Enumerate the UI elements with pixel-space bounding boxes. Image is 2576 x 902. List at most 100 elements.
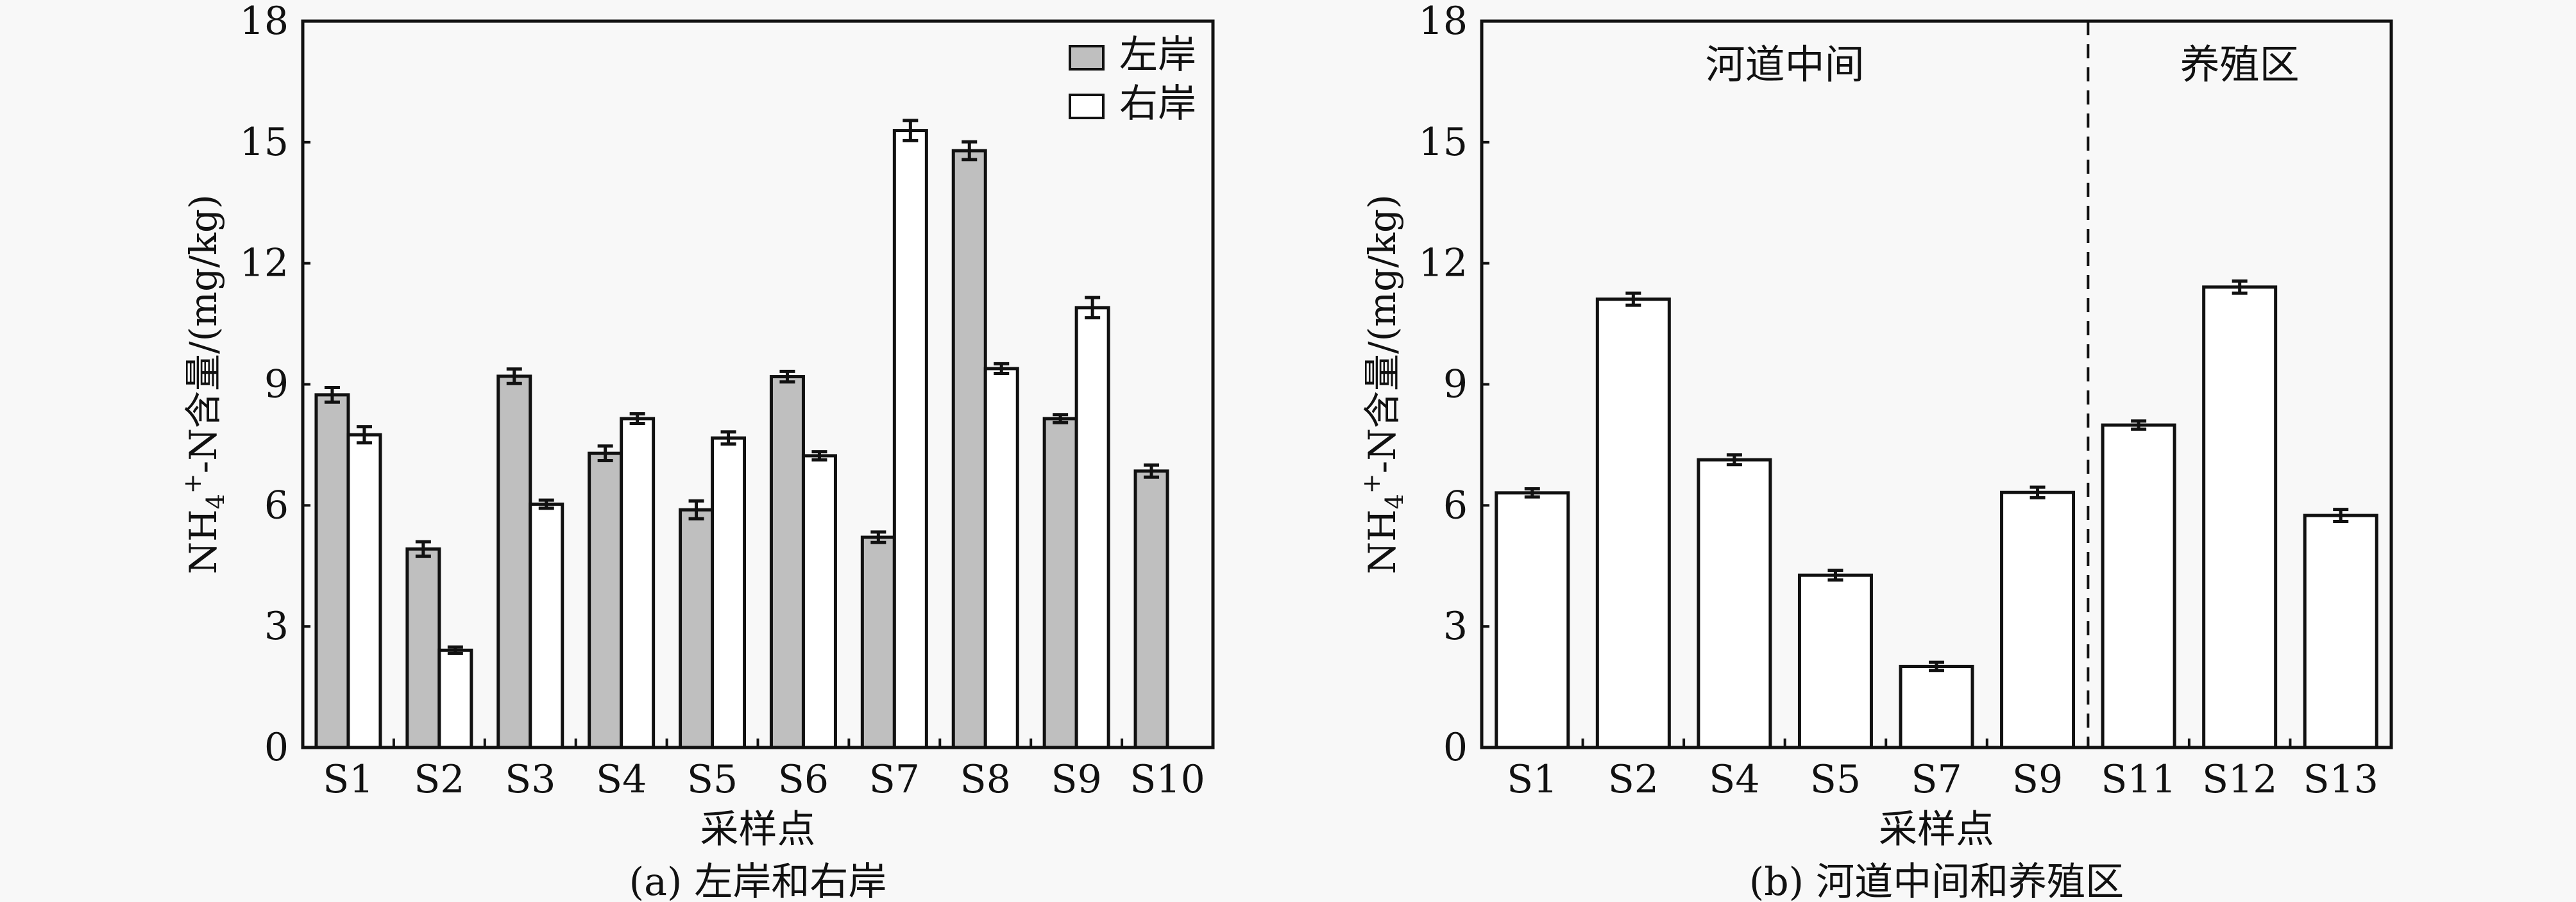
bar — [620, 417, 656, 749]
error-bar — [324, 386, 340, 404]
error-bar — [356, 425, 372, 445]
bar — [769, 375, 805, 749]
bar — [801, 454, 837, 749]
bar — [588, 451, 623, 749]
y-axis-label: NH4+-N含量/(mg/kg) — [1357, 194, 1409, 574]
x-tick-label: S1 — [1507, 757, 1557, 802]
x-tick-label: S7 — [1911, 757, 1962, 802]
error-bar — [1726, 453, 1742, 467]
y-tick-label: 0 — [264, 725, 289, 770]
x-tick-label: S9 — [1051, 757, 1102, 802]
bar — [496, 374, 532, 749]
error-bar — [1085, 296, 1101, 320]
x-tick-label: S7 — [869, 757, 920, 802]
chart-caption: (b) 河道中间和养殖区 — [1749, 860, 2124, 902]
error-bar — [962, 140, 978, 162]
bar — [2303, 514, 2378, 749]
y-tick-label: 18 — [1419, 0, 1468, 44]
y-tick-label: 12 — [1419, 241, 1468, 286]
error-bar — [506, 367, 522, 385]
x-tick-label: S12 — [2202, 757, 2277, 802]
error-bar — [629, 412, 645, 426]
error-bar — [1827, 569, 1843, 582]
bar — [679, 508, 715, 749]
bar — [1697, 458, 1772, 749]
error-bar — [597, 444, 613, 462]
x-tick-label: S1 — [323, 757, 373, 802]
error-bar — [994, 362, 1010, 376]
y-tick-label: 0 — [1443, 725, 1468, 770]
error-bar — [870, 530, 886, 544]
error-bar — [415, 540, 431, 558]
error-bar — [2333, 508, 2349, 524]
bar — [892, 129, 928, 749]
x-axis-label: 采样点 — [1879, 807, 1994, 852]
x-tick-label: S6 — [778, 757, 829, 802]
error-bar — [2029, 485, 2046, 499]
error-bar — [447, 645, 463, 655]
error-bar — [1929, 660, 1944, 672]
x-tick-label: S9 — [2012, 757, 2063, 802]
bar — [1074, 306, 1110, 749]
error-bar — [538, 498, 554, 510]
bar — [405, 547, 441, 749]
y-tick-label: 15 — [1419, 120, 1468, 165]
x-tick-label: S13 — [2303, 757, 2378, 802]
x-axis-label: 采样点 — [700, 807, 816, 852]
bar — [1133, 469, 1169, 749]
x-tick-label: S2 — [414, 757, 464, 802]
bar — [1042, 417, 1078, 749]
legend-swatch — [1069, 45, 1105, 71]
error-bar — [2232, 279, 2248, 295]
x-tick-label: S3 — [505, 757, 555, 802]
error-bar — [688, 499, 704, 521]
bar — [983, 367, 1019, 749]
bar — [314, 393, 350, 749]
error-bar — [779, 369, 795, 384]
bar — [1595, 297, 1671, 749]
legend-swatch — [1069, 94, 1105, 119]
y-tick-label: 6 — [1443, 483, 1468, 528]
bar — [346, 433, 382, 749]
x-tick-label: S4 — [1709, 757, 1759, 802]
error-bar — [1053, 413, 1069, 424]
error-bar — [1144, 463, 1160, 479]
region-label: 养殖区 — [2180, 41, 2300, 88]
region-label: 河道中间 — [1706, 41, 1865, 88]
error-bar — [2131, 419, 2147, 431]
chart-panel-a: 0 3 6 9 12 15 18 S1 S2 S3 S4 S5 S6 S7 S8 S9 S10 采样点 NH4+-N… — [178, 0, 1215, 902]
bar — [2101, 423, 2176, 749]
x-tick-label: S8 — [960, 757, 1011, 802]
legend-label: 左岸 — [1119, 33, 1196, 78]
chart-panel-b: 0 3 6 9 12 15 18 S1 S2 S4 S5 S7 S9 S11 S12 S13 采样点 NH4+-N… — [1357, 0, 2393, 902]
x-tick-label: S11 — [2101, 757, 2176, 802]
bar — [1495, 491, 1570, 749]
y-axis-label: NH4+-N含量/(mg/kg) — [178, 194, 230, 574]
y-tick-label: 12 — [240, 241, 289, 286]
y-tick-label: 6 — [264, 483, 289, 528]
legend-label: 右岸 — [1119, 81, 1196, 126]
error-bar — [1524, 487, 1540, 499]
bar — [2000, 490, 2076, 749]
x-tick-label: S2 — [1608, 757, 1659, 802]
y-tick-label: 9 — [264, 362, 289, 407]
bar — [951, 149, 987, 749]
error-bar — [1625, 291, 1641, 307]
bar — [437, 648, 473, 749]
x-tick-label: S4 — [596, 757, 647, 802]
bar — [529, 502, 564, 749]
chart-caption: (a) 左岸和右岸 — [629, 860, 887, 902]
bar — [711, 436, 747, 749]
bar — [1797, 573, 1873, 749]
bar — [860, 535, 896, 749]
x-tick-label: S10 — [1130, 757, 1205, 802]
x-tick-label: S5 — [687, 757, 738, 802]
error-bar — [720, 430, 736, 446]
bar — [2202, 285, 2278, 749]
y-tick-label: 15 — [240, 120, 289, 165]
bar — [1899, 664, 1974, 749]
error-bar — [811, 450, 827, 462]
